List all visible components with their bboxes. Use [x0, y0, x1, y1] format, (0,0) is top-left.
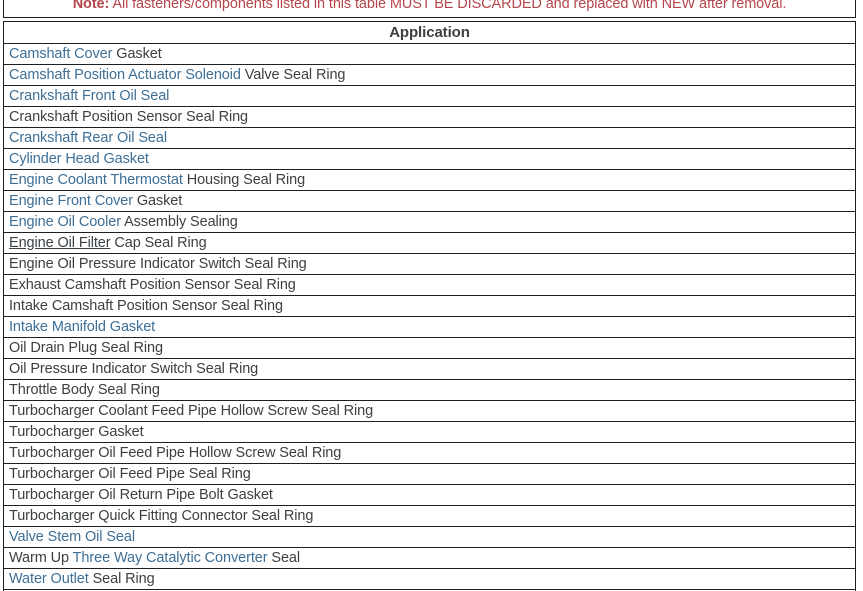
component-text: Oil Drain Plug Seal Ring — [9, 340, 163, 356]
table-row: Throttle Body Seal Ring — [3, 379, 856, 401]
component-text: Turbocharger Oil Return Pipe Bolt Gasket — [9, 487, 273, 503]
table-row: Exhaust Camshaft Position Sensor Seal Ri… — [3, 274, 856, 296]
component-link[interactable]: Engine Coolant Thermostat — [9, 172, 183, 188]
table-row: Engine Oil Pressure Indicator Switch Sea… — [3, 253, 856, 275]
application-cell: Oil Drain Plug Seal Ring — [3, 337, 856, 359]
application-cell: Cylinder Head Gasket — [3, 148, 856, 170]
application-cell: Turbocharger Oil Feed Pipe Seal Ring — [3, 463, 856, 485]
application-cell: Water Outlet Seal Ring — [3, 568, 856, 590]
table-row: Water Outlet Seal Ring — [3, 568, 856, 590]
table-row: Valve Stem Oil Seal — [3, 526, 856, 548]
component-link[interactable]: Water Outlet — [9, 571, 89, 587]
application-cell: Engine Front Cover Gasket — [3, 190, 856, 212]
component-link[interactable]: Crankshaft Rear Oil Seal — [9, 130, 167, 146]
application-header-row: Application — [3, 21, 856, 44]
application-cell-partial — [3, 589, 856, 591]
component-text: Gasket — [112, 46, 162, 62]
note-row: Note: All fasteners/components listed in… — [3, 0, 856, 18]
table-row: Intake Camshaft Position Sensor Seal Rin… — [3, 295, 856, 317]
table-row: Camshaft Position Actuator Solenoid Valv… — [3, 64, 856, 86]
component-text: Exhaust Camshaft Position Sensor Seal Ri… — [9, 277, 296, 293]
component-link[interactable]: Valve Stem Oil Seal — [9, 529, 135, 545]
table-row: Crankshaft Position Sensor Seal Ring — [3, 106, 856, 128]
application-cell: Turbocharger Coolant Feed Pipe Hollow Sc… — [3, 400, 856, 422]
component-link[interactable]: Cylinder Head Gasket — [9, 151, 149, 167]
component-text: Valve Seal Ring — [240, 67, 346, 83]
note-text: All fasteners/components listed in this … — [109, 0, 787, 12]
component-text: Seal Ring — [88, 571, 155, 587]
component-text: Housing Seal Ring — [182, 172, 306, 188]
table-row: Engine Coolant Thermostat Housing Seal R… — [3, 169, 856, 191]
application-cell: Turbocharger Oil Feed Pipe Hollow Screw … — [3, 442, 856, 464]
component-text: Gasket — [132, 193, 183, 209]
application-cell: Valve Stem Oil Seal — [3, 526, 856, 548]
application-cell: Turbocharger Oil Return Pipe Bolt Gasket — [3, 484, 856, 506]
application-cell: Engine Oil Pressure Indicator Switch Sea… — [3, 253, 856, 275]
application-cell: Turbocharger Gasket — [3, 421, 856, 443]
fasteners-discard-section: Note: All fasteners/components listed in… — [3, 0, 856, 591]
table-row: Turbocharger Coolant Feed Pipe Hollow Sc… — [3, 400, 856, 422]
table-row: Crankshaft Rear Oil Seal — [3, 127, 856, 149]
application-column-header: Application — [3, 21, 856, 44]
application-cell: Crankshaft Front Oil Seal — [3, 85, 856, 107]
table-row: Cylinder Head Gasket — [3, 148, 856, 170]
application-cell: Engine Coolant Thermostat Housing Seal R… — [3, 169, 856, 191]
table-row: Oil Drain Plug Seal Ring — [3, 337, 856, 359]
table-row: Turbocharger Oil Feed Pipe Hollow Screw … — [3, 442, 856, 464]
table-row: Turbocharger Oil Return Pipe Bolt Gasket — [3, 484, 856, 506]
table-row: Turbocharger Gasket — [3, 421, 856, 443]
component-text: Throttle Body Seal Ring — [9, 382, 160, 398]
table-row: Oil Pressure Indicator Switch Seal Ring — [3, 358, 856, 380]
application-cell: Crankshaft Position Sensor Seal Ring — [3, 106, 856, 128]
application-table: Application Camshaft Cover Gasket Camshaf… — [3, 21, 856, 591]
application-cell: Exhaust Camshaft Position Sensor Seal Ri… — [3, 274, 856, 296]
component-text: Warm Up — [9, 550, 73, 566]
component-text: Turbocharger Oil Feed Pipe Hollow Screw … — [9, 445, 342, 461]
component-text: Cap Seal Ring — [110, 235, 207, 251]
component-text: Turbocharger Gasket — [9, 424, 144, 440]
application-cell: Throttle Body Seal Ring — [3, 379, 856, 401]
application-cell: Warm Up Three Way Catalytic Converter Se… — [3, 547, 856, 569]
table-row: Engine Oil Filter Cap Seal Ring — [3, 232, 856, 254]
table-row: Engine Oil Cooler Assembly Sealing — [3, 211, 856, 233]
note-cell: Note: All fasteners/components listed in… — [3, 0, 856, 18]
application-cell: Crankshaft Rear Oil Seal — [3, 127, 856, 149]
component-link[interactable]: Engine Front Cover — [9, 193, 133, 209]
component-text: Intake Camshaft Position Sensor Seal Rin… — [9, 298, 283, 314]
component-link[interactable]: Camshaft Cover — [9, 46, 113, 62]
application-cell: Intake Manifold Gasket — [3, 316, 856, 338]
component-text: Assembly Sealing — [120, 214, 238, 230]
component-link[interactable]: Crankshaft Front Oil Seal — [9, 88, 170, 104]
component-text: Turbocharger Quick Fitting Connector Sea… — [9, 508, 314, 524]
note-label: Note: — [72, 0, 110, 12]
table-row: Engine Front Cover Gasket — [3, 190, 856, 212]
application-cell: Engine Oil Filter Cap Seal Ring — [3, 232, 856, 254]
table-row: Intake Manifold Gasket — [3, 316, 856, 338]
application-cell: Intake Camshaft Position Sensor Seal Rin… — [3, 295, 856, 317]
component-link[interactable]: Camshaft Position Actuator Solenoid — [9, 67, 241, 83]
table-row: Camshaft Cover Gasket — [3, 43, 856, 65]
component-text: Turbocharger Oil Feed Pipe Seal Ring — [9, 466, 251, 482]
component-link[interactable]: Engine Oil Filter — [9, 235, 111, 251]
component-text: Engine Oil Pressure Indicator Switch Sea… — [9, 256, 307, 272]
component-link[interactable]: Engine Oil Cooler — [9, 214, 121, 230]
component-link[interactable]: Three Way Catalytic Converter — [72, 550, 268, 566]
application-cell: Engine Oil Cooler Assembly Sealing — [3, 211, 856, 233]
component-link[interactable]: Intake Manifold Gasket — [9, 319, 156, 335]
table-row: Warm Up Three Way Catalytic Converter Se… — [3, 547, 856, 569]
table-row: Turbocharger Oil Feed Pipe Seal Ring — [3, 463, 856, 485]
application-cell: Oil Pressure Indicator Switch Seal Ring — [3, 358, 856, 380]
component-text: Seal — [267, 550, 301, 566]
application-cell: Camshaft Cover Gasket — [3, 43, 856, 65]
application-cell: Camshaft Position Actuator Solenoid Valv… — [3, 64, 856, 86]
component-text: Turbocharger Coolant Feed Pipe Hollow Sc… — [9, 403, 374, 419]
component-text: Oil Pressure Indicator Switch Seal Ring — [9, 361, 259, 377]
note-banner: Note: All fasteners/components listed in… — [3, 0, 856, 18]
component-text: Crankshaft Position Sensor Seal Ring — [9, 109, 248, 125]
application-cell: Turbocharger Quick Fitting Connector Sea… — [3, 505, 856, 527]
table-row: Crankshaft Front Oil Seal — [3, 85, 856, 107]
table-row-partial — [3, 589, 856, 591]
table-row: Turbocharger Quick Fitting Connector Sea… — [3, 505, 856, 527]
